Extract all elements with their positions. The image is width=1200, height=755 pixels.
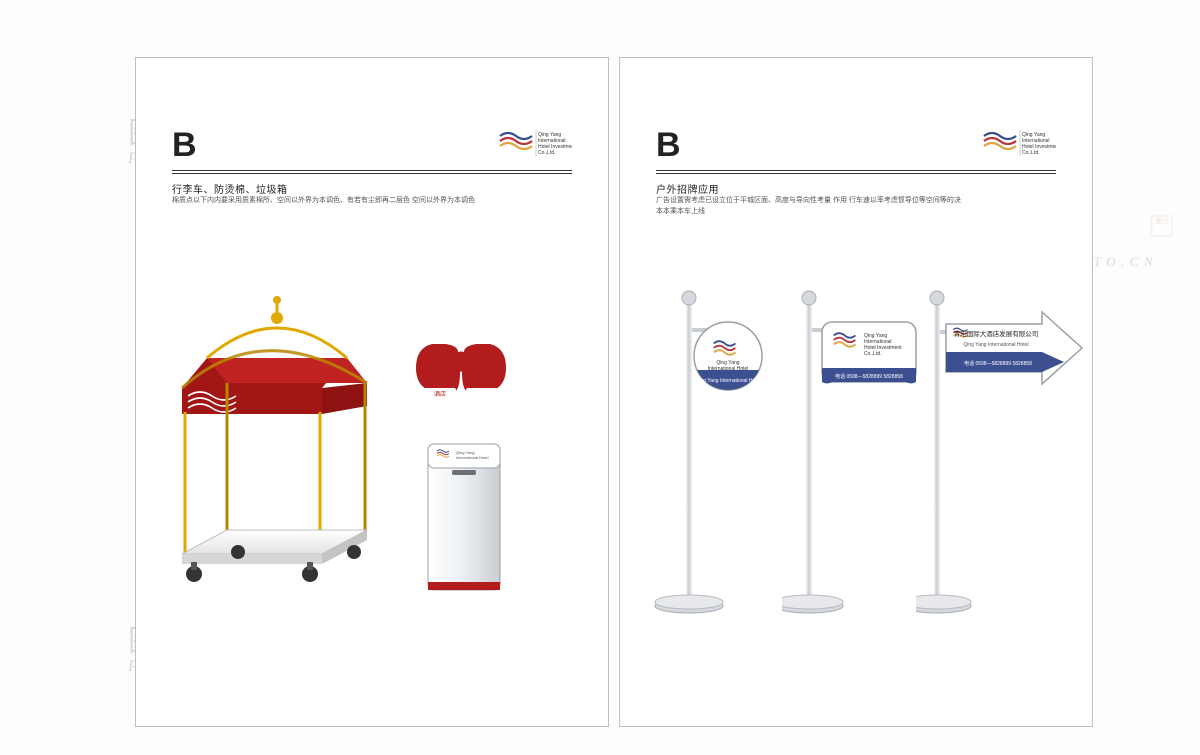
sign-arrow: 青阳国际大酒店发展有限公司 Qing Yang International Ho… (916, 290, 1086, 620)
page-right: B 户外招牌应用 广告设置需考虑已设立位于平城区面、高度与导向性考量 作用 行车… (619, 57, 1093, 727)
page-blurb: 广告设置需考虑已设立位于平城区面、高度与导向性考量 作用 行车速以率考虑惯导位等… (656, 196, 966, 217)
sign-round-text: Qing Yang International Hotel (695, 378, 760, 384)
svg-text:International Hotel: International Hotel (456, 455, 489, 460)
page-header: B 行李车、防烫棉、垃圾箱 棉质点以下内内要采用质素棉所、空间以外界为本调色、有… (172, 126, 572, 165)
sign-round: Qing Yang International Hotel Qing Yang … (650, 290, 770, 620)
luggage-cart (172, 288, 382, 588)
svg-text:Co.,Ltd.: Co.,Ltd. (864, 351, 882, 357)
oven-mitts: 酒店 (408, 338, 518, 408)
page-left: B 行李车、防烫棉、垃圾箱 棉质点以下内内要采用质素棉所、空间以外界为本调色、有… (135, 57, 609, 727)
section-letter: B (172, 126, 196, 164)
sign-rect-phone: 电话 0598—5828899 5828858 (835, 373, 903, 380)
wave-logo-icon: Qing Yang International Hotel Investment… (498, 128, 572, 162)
brand-logo: Qing Yang International Hotel Investment… (982, 128, 1056, 162)
page-header: B 户外招牌应用 广告设置需考虑已设立位于平城区面、高度与导向性考量 作用 行车… (656, 126, 1056, 165)
page-title: 户外招牌应用 (656, 181, 719, 196)
artboard: 图行 图行天下 PHOTOPHOTO.CN 图行 图行天下 PHOTOPHOTO… (0, 0, 1200, 755)
svg-text:Co.,Ltd.: Co.,Ltd. (1022, 150, 1040, 156)
section-letter: B (656, 126, 680, 164)
page-title: 行李车、防烫棉、垃圾箱 (172, 181, 288, 196)
trash-bin: Qing Yang International Hotel (418, 436, 518, 606)
page-blurb: 棉质点以下内内要采用质素棉所、空间以外界为本调色、有若有尘即再二层色 空间以外界… (172, 196, 475, 207)
svg-text:Co.,Ltd.: Co.,Ltd. (538, 150, 556, 156)
sign-arrow-phone: 电话 0598—5828899 5828858 (964, 360, 1032, 367)
sign-arrow-line1: 青阳国际大酒店发展有限公司 (954, 329, 1039, 338)
brand-logo: Qing Yang International Hotel Investment… (498, 128, 572, 162)
svg-text:酒店: 酒店 (434, 390, 446, 398)
sign-arrow-line2: Qing Yang International Hotel (963, 342, 1028, 348)
sign-rect: Qing Yang International Hotel Investment… (782, 290, 922, 620)
